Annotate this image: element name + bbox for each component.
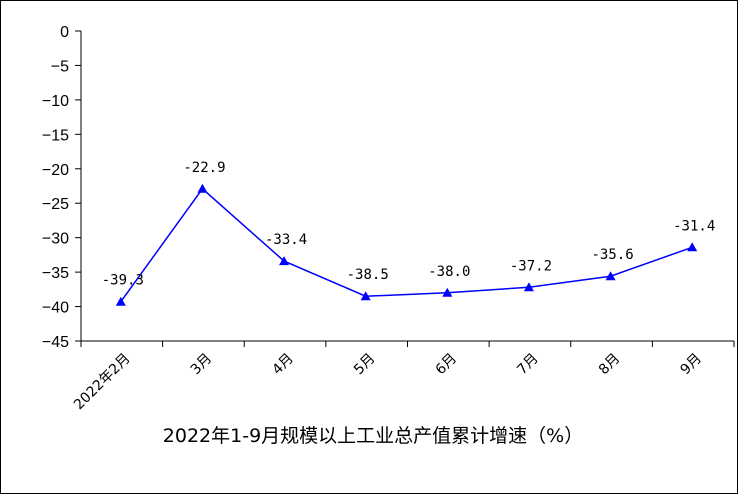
x-tick-label: 5月 bbox=[351, 351, 379, 379]
data-point-marker bbox=[687, 242, 698, 252]
data-point-marker bbox=[605, 271, 616, 281]
x-tick-label: 6月 bbox=[433, 351, 461, 379]
chart-title: 2022年1-9月规模以上工业总产值累计增速（%） bbox=[163, 425, 583, 447]
data-label: -38.0 bbox=[428, 264, 470, 280]
y-tick-label: 0 bbox=[60, 24, 69, 41]
x-tick-label: 8月 bbox=[596, 351, 624, 379]
y-axis-ticks: 0 −5 −10 −15 −20 −25 −30 −35 −40 −45 bbox=[42, 24, 81, 351]
x-axis-ticks: 2022年2月 3月 4月 5月 6月 7月 8月 9月 bbox=[71, 341, 735, 414]
data-point-marker bbox=[442, 287, 453, 297]
y-tick-label: −40 bbox=[42, 300, 69, 317]
series-line bbox=[120, 187, 693, 303]
x-tick-label: 3月 bbox=[188, 351, 216, 379]
data-labels: -39.3 -22.9 -33.4 -38.5 -38.0 -37.2 -35.6 -31.4 bbox=[102, 160, 716, 289]
x-tick-label: 4月 bbox=[269, 351, 297, 379]
y-tick-label: −30 bbox=[42, 231, 69, 248]
y-tick-label: −15 bbox=[42, 127, 69, 144]
y-tick-label: −10 bbox=[42, 93, 69, 110]
x-tick-label: 9月 bbox=[677, 351, 705, 379]
x-tick-label: 7月 bbox=[514, 351, 542, 379]
data-point-marker bbox=[360, 291, 371, 301]
data-label: -35.6 bbox=[591, 247, 633, 263]
y-tick-label: −5 bbox=[51, 58, 69, 75]
y-tick-label: −35 bbox=[42, 265, 69, 282]
data-label: -31.4 bbox=[673, 218, 715, 234]
data-label: -37.2 bbox=[510, 258, 552, 274]
data-label: -33.4 bbox=[265, 232, 307, 248]
data-label: -39.3 bbox=[102, 273, 144, 289]
data-label: -38.5 bbox=[347, 267, 389, 283]
data-point-marker bbox=[197, 183, 208, 193]
series-markers bbox=[115, 183, 698, 306]
x-tick-label: 2022年2月 bbox=[71, 351, 134, 414]
data-label: -22.9 bbox=[183, 160, 225, 176]
y-tick-label: −45 bbox=[42, 334, 69, 351]
data-point-marker bbox=[115, 296, 126, 306]
y-tick-label: −20 bbox=[42, 162, 69, 179]
y-tick-label: −25 bbox=[42, 196, 69, 213]
data-point-marker bbox=[523, 282, 534, 292]
data-point-marker bbox=[279, 256, 290, 266]
